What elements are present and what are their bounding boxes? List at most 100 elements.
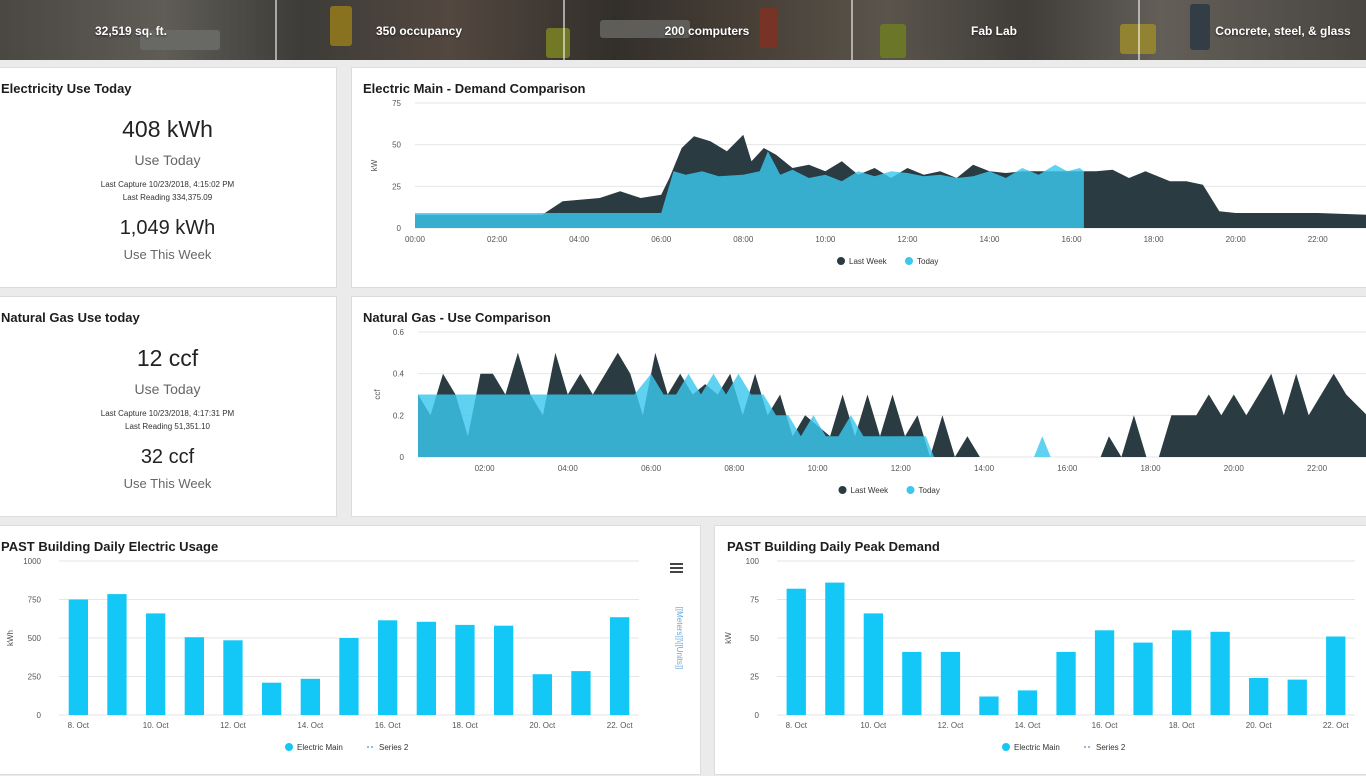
bar bbox=[455, 624, 475, 715]
bar bbox=[146, 613, 166, 715]
x-tick-label: 8. Oct bbox=[786, 721, 808, 730]
panel-title: Natural Gas Use today bbox=[1, 310, 140, 325]
daily-peak-chart: 0 25 50 75 100 kW 8. Oct 10. Oct 12. Oct 14. Oct 1… bbox=[724, 557, 1355, 752]
banner-stat-fablab: Fab Lab bbox=[970, 24, 1018, 38]
gas-use-chart: 0 0.2 0.4 0.6 ccf 02:00 04:00 06:00 08:00 10:00 12… bbox=[373, 328, 1366, 495]
hamburger-menu-icon[interactable] bbox=[670, 563, 684, 575]
panel-title: Electric Main - Demand Comparison bbox=[363, 81, 586, 96]
electricity-today-value: 408 kWh bbox=[122, 116, 213, 142]
bar bbox=[1017, 690, 1038, 715]
x-tick-label: 12:00 bbox=[897, 235, 918, 244]
gas-today-label: Use Today bbox=[134, 381, 201, 397]
bar bbox=[1210, 631, 1230, 715]
y-tick-label: 75 bbox=[750, 596, 759, 605]
x-tick-label: 20. Oct bbox=[529, 721, 556, 730]
x-tick-label: 22:00 bbox=[1307, 464, 1328, 473]
electricity-week-value: 1,049 kWh bbox=[119, 217, 216, 239]
bar bbox=[1133, 642, 1153, 715]
y-tick-label: 0 bbox=[755, 711, 760, 720]
x-tick-label: 22. Oct bbox=[607, 721, 634, 730]
y-axis-label: kW bbox=[724, 632, 733, 644]
y-tick-label: 0.6 bbox=[393, 328, 405, 337]
banner-stat-occupancy: 350 occupancy bbox=[375, 24, 463, 38]
panel-title: Electricity Use Today bbox=[1, 81, 132, 96]
x-tick-label: 16. Oct bbox=[375, 721, 402, 730]
x-tick-label: 22. Oct bbox=[1323, 721, 1350, 730]
bar bbox=[1287, 679, 1307, 715]
banner-divider bbox=[275, 0, 277, 60]
chair-shape bbox=[330, 6, 352, 46]
legend-marker bbox=[285, 743, 293, 751]
x-tick-label: 10. Oct bbox=[143, 721, 170, 730]
legend-label: Electric Main bbox=[1014, 743, 1060, 752]
gas-kpi-panel: Natural Gas Use today 12 ccf Use Today L… bbox=[0, 296, 337, 517]
gas-today-value: 12 ccf bbox=[136, 345, 199, 371]
legend-marker bbox=[905, 257, 913, 265]
x-tick-label: 20:00 bbox=[1224, 464, 1245, 473]
y-tick-label: 50 bbox=[392, 141, 401, 150]
banner-divider bbox=[563, 0, 565, 60]
daily-peak-panel: PAST Building Daily Peak Demand 0 25 50 75 1… bbox=[714, 525, 1366, 775]
electricity-last-reading: Last Reading 334,375.09 bbox=[122, 193, 213, 202]
legend-label: Today bbox=[917, 257, 938, 266]
series-area-today bbox=[415, 151, 1084, 228]
x-tick-label: 14. Oct bbox=[297, 721, 324, 730]
x-tick-label: 16. Oct bbox=[1092, 721, 1119, 730]
panel-title: PAST Building Daily Electric Usage bbox=[1, 539, 219, 554]
legend-marker bbox=[838, 486, 847, 494]
person-shape bbox=[760, 8, 778, 48]
bar bbox=[494, 625, 514, 715]
table-shape bbox=[600, 20, 690, 38]
daily-usage-panel: PAST Building Daily Electric Usage 0 250 5… bbox=[0, 525, 701, 775]
gas-last-reading: Last Reading 51,351.10 bbox=[125, 422, 210, 431]
bar bbox=[902, 651, 922, 715]
banner-stat-area: 32,519 sq. ft. bbox=[94, 24, 168, 38]
y-axis-label: ccf bbox=[373, 389, 382, 400]
y-tick-label: 0 bbox=[397, 224, 402, 233]
x-tick-label: 12. Oct bbox=[938, 721, 965, 730]
x-tick-label: 14. Oct bbox=[1015, 721, 1042, 730]
x-tick-label: 18. Oct bbox=[452, 721, 479, 730]
bar bbox=[979, 696, 999, 715]
panel-title: Natural Gas - Use Comparison bbox=[363, 310, 551, 325]
right-axis-label: [[Meters]]\[[Units]] bbox=[675, 607, 684, 670]
chair-shape bbox=[880, 24, 906, 58]
x-tick-label: 8. Oct bbox=[68, 721, 90, 730]
legend-marker bbox=[1002, 743, 1010, 751]
y-tick-label: 25 bbox=[392, 182, 401, 191]
table-shape bbox=[140, 30, 220, 50]
bar bbox=[1249, 678, 1269, 715]
banner-divider bbox=[1138, 0, 1140, 60]
bar bbox=[339, 638, 359, 715]
gas-week-label: Use This Week bbox=[123, 476, 212, 491]
y-tick-label: 100 bbox=[746, 557, 760, 566]
x-tick-label: 10:00 bbox=[808, 464, 829, 473]
legend-marker bbox=[837, 257, 845, 265]
x-tick-label: 22:00 bbox=[1308, 235, 1329, 244]
electricity-kpi-panel: Electricity Use Today 408 kWh Use Today … bbox=[0, 67, 337, 288]
y-tick-label: 0.2 bbox=[393, 411, 405, 420]
bar bbox=[1326, 636, 1346, 715]
x-tick-label: 04:00 bbox=[569, 235, 590, 244]
bar bbox=[863, 613, 883, 715]
y-axis-label: kWh bbox=[6, 630, 15, 646]
bar bbox=[68, 599, 88, 715]
legend-label: Last Week bbox=[849, 257, 888, 266]
bar bbox=[571, 671, 591, 715]
x-tick-label: 04:00 bbox=[558, 464, 579, 473]
banner-stat-computers: 200 computers bbox=[664, 24, 750, 38]
gas-last-capture: Last Capture 10/23/2018, 4:17:31 PM bbox=[100, 409, 235, 418]
electric-demand-chart: 0 25 50 75 kW 00:00 02:00 04:00 06:00 08:00 10:00 1… bbox=[370, 99, 1366, 266]
bar bbox=[940, 651, 961, 715]
y-axis-label: kW bbox=[370, 159, 379, 171]
electricity-today-label: Use Today bbox=[134, 152, 201, 168]
x-tick-label: 10:00 bbox=[815, 235, 836, 244]
x-tick-label: 06:00 bbox=[641, 464, 662, 473]
y-tick-label: 250 bbox=[28, 673, 42, 682]
person-shape bbox=[1190, 4, 1210, 50]
y-tick-label: 1000 bbox=[23, 557, 41, 566]
x-tick-label: 20:00 bbox=[1226, 235, 1247, 244]
y-tick-label: 25 bbox=[750, 673, 759, 682]
x-tick-label: 16:00 bbox=[1057, 464, 1078, 473]
x-tick-label: 12:00 bbox=[891, 464, 912, 473]
